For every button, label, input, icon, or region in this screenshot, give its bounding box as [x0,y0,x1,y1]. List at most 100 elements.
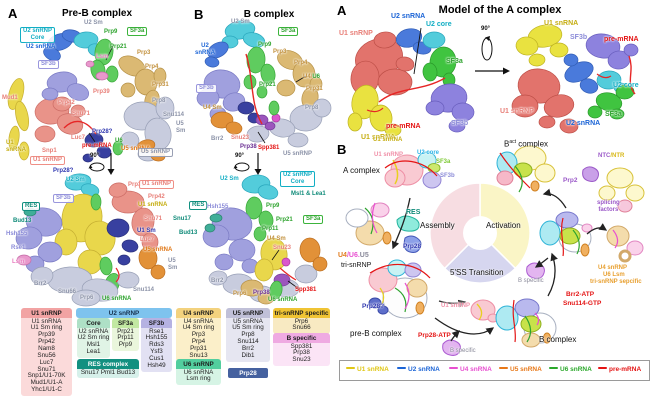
label-pre-mrna: pre-mRNA [386,123,421,130]
label-bud13-b: Bud13 [179,230,198,236]
table-row: Snu23 [292,356,311,364]
panel-a2-title: Model of the A complex [438,4,562,16]
structure-pre-b-top [7,29,175,163]
table-prp28: Prp28 [228,368,268,378]
legend-swatch [549,366,558,369]
label-sf3b-b: SF3b [53,194,74,203]
table-row: Snu114 [237,338,259,346]
label-snp1: Snp1 [42,148,57,154]
label-snu23-b: Snu23 [273,245,292,251]
table-header: Core [77,318,110,328]
label-sf3b: SF3b [196,84,217,93]
label-prp9: Prp9 [104,29,118,35]
table-row: Prp6 [294,317,309,325]
label-sf3b: SF3b [451,120,469,127]
table-row: Snu17 Pml1 Bud13 [80,368,136,376]
label-ntr: /NTR [610,153,625,159]
legend-label: U5 snRNA [510,366,542,373]
label-prp28: Prp28? [92,129,113,135]
label-u2-sm-b: U2 Sm [220,176,239,182]
label-prp2: Prp2 [563,177,578,184]
table-row: Luc7 [39,358,54,366]
label-u2-snrna: U2 snRNA [26,44,56,50]
label-prp28-2: Prp28? [53,168,74,174]
table-row: Nam8 [38,344,55,352]
table-row: Brr2 [242,344,254,352]
label-u1-snrna: U1 snRNA [361,134,396,141]
table-tri-snrnp-specific: tri-snRNP specific Prp6 Snu66 [273,308,330,335]
label-u6: /U6. [346,252,360,259]
table-header: U6 snRNP [176,359,221,369]
table-row: U4 Sm ring [182,324,215,332]
label-prp28: Prp28 [403,243,422,250]
label-u5-sm-b: U5 Sm [168,258,178,271]
table-row: Cus1 [149,354,164,362]
label-brr2-atp: Brr2-ATP [566,291,595,298]
label-sf3a: SF3a [127,27,148,36]
pie-activation: Activation [486,221,521,230]
label-u2-sm: U2 Sm [84,20,103,26]
label-sf3b: SF3b [570,34,588,41]
panel-b2-tag: B [337,142,347,157]
label-u2-snrnp-core: U2 snRNP Core [20,27,56,43]
label-prp39-b: Prp39 [128,182,145,188]
legend-swatch [598,366,607,369]
label-sf3b: SF3b [38,60,59,69]
legend-swatch [499,366,508,369]
label-prp28-atp: Prp28-ATP [418,332,451,339]
label-prp31: Prp31 [306,86,323,92]
label-b-specific-out: B specific [518,278,544,284]
label-u1-snrna: U1 snRNA [6,140,27,153]
cartoon-prp28 [403,235,422,253]
label-splicing-factors: splicing factors [597,200,620,213]
table-row: Dib1 [241,351,255,359]
label-hsh155-b: Hsh155 [6,231,28,237]
label-prp8: Prp8 [152,98,166,104]
table-row: Yhc1/U1-C [31,386,62,394]
label-prp8: Prp8 [305,105,319,111]
label-u1-snrnp: U1 snRNP [374,152,404,158]
panel-b-tag: B [194,7,204,22]
label-u2-sm: U2 Sm [231,19,250,25]
table-u5-snrnp: U5 snRNP U5 snRNA U5 Sm ring Prp8 Snu114 Brr… [226,308,270,362]
cartoon-u1-released [470,299,499,323]
panel-b-title: B complex [243,9,295,20]
label-spp381: Spp381 [258,145,280,151]
cycle-arrows [391,188,608,342]
table-row: Snu66 [292,324,311,332]
label-u6: U6 [115,138,123,144]
table-row: Rse1 [149,327,164,335]
table-row: Prp42 [38,338,55,346]
label-brr2-b: Brr2 [34,281,47,287]
label-lsm: Lsm [96,54,109,60]
table-row: U2 Sm ring [77,334,110,342]
label-prp9: Prp9 [258,42,272,48]
label-snu23: Snu23 [231,135,250,141]
label-ntc-ntr: NTC/NTR [598,153,624,160]
table-sf3a: SF3a Prp21 Prp11 Prp9 [112,318,139,352]
legend-item: U4 snRNA [449,366,492,373]
panel-a2-tag: A [337,3,347,18]
label-u1-snrnp-out: U1 snRNP [441,303,471,309]
rotation-angle: 90° [481,26,491,32]
label-prp38-b: Prp38 [253,290,270,296]
label-prp31: Prp31 [152,82,169,88]
label-prp6-b: Prp6 [233,291,247,297]
table-header: U1 snRNP [21,308,72,318]
label-u5-snrna-b: U5 snRNA [143,247,173,253]
table-row: Lsm ring [186,375,211,383]
label-u1-snrnp-b: U1 snRNP [139,180,175,189]
label-u2-snrna: U2 snRNA [566,120,601,127]
table-row: Prp3 [191,331,206,339]
label-tri-snrnp: tri-snRNP [341,262,372,269]
legend-label: U6 snRNA [560,366,592,373]
label-u4-u6-u5: U4/U6.U5 [338,252,369,260]
cartoon-b-complex [495,298,557,348]
label-sf3a-b: SF3a [303,215,324,224]
bact-b: B [504,139,510,149]
label-u2-snrna: U2 snRNA [391,13,426,20]
cartoon-pre-b [368,259,431,319]
label-snu71-b: Snu71 [144,216,163,222]
bact-rest: complex [516,139,549,149]
table-header: SF3a [112,318,139,328]
